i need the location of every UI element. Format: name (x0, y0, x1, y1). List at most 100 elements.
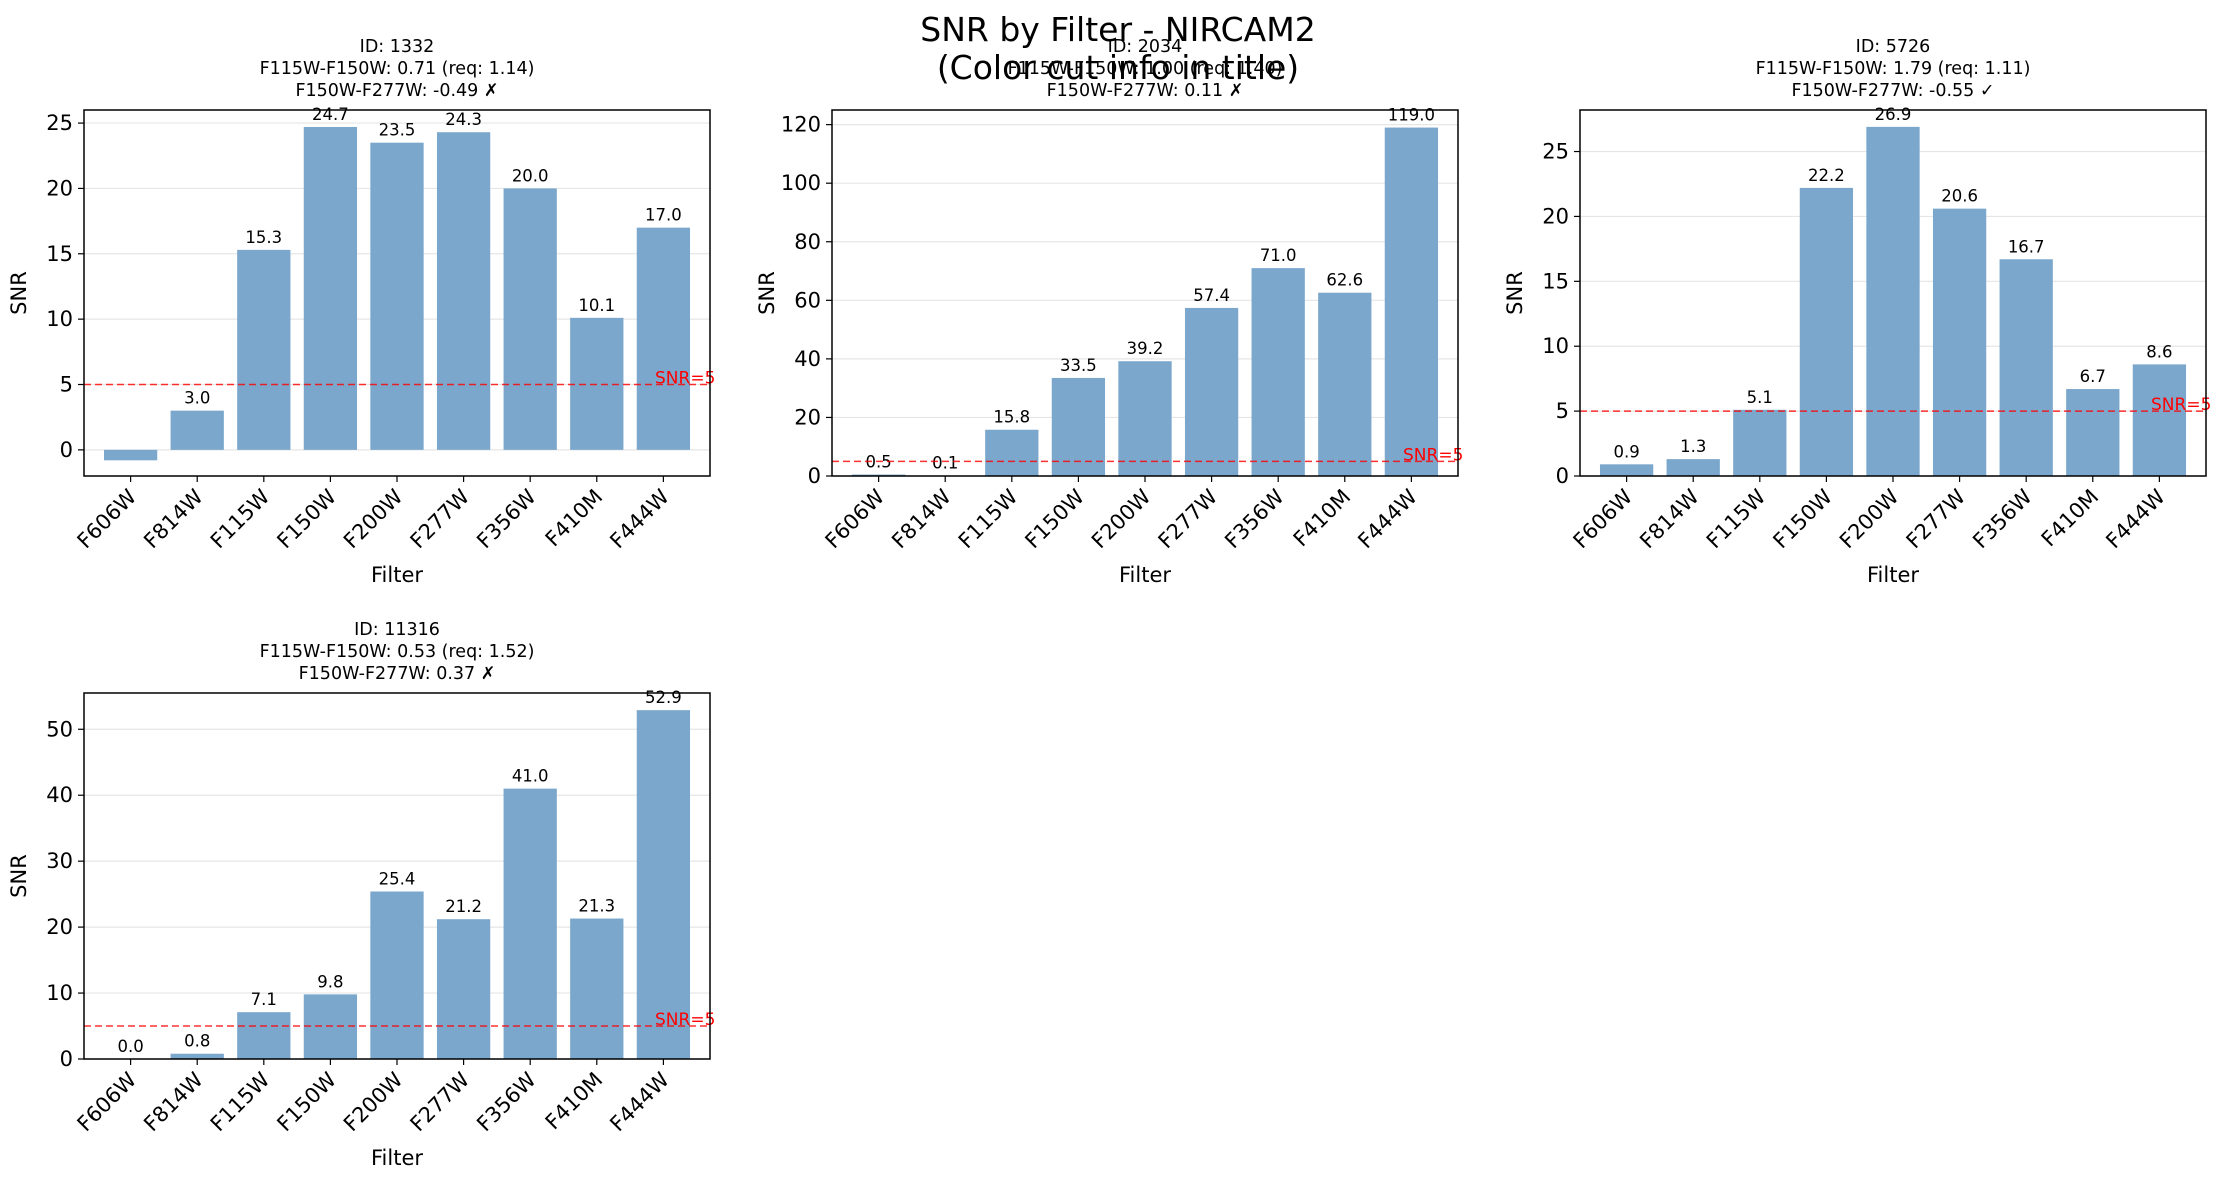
bar-value-label: 20.6 (1941, 187, 1978, 206)
x-tick-label: F150W (272, 484, 341, 553)
y-tick-label: 10 (46, 307, 73, 331)
y-tick-label: 20 (1542, 204, 1569, 228)
bar (1666, 459, 1720, 476)
x-axis-label: Filter (371, 1146, 423, 1170)
snr-threshold-label: SNR=5 (655, 1010, 715, 1030)
x-tick-label: F150W (1768, 484, 1837, 553)
panel-title-line: ID: 11316 (354, 620, 440, 640)
bar-value-label: 119.0 (1388, 106, 1435, 125)
x-tick-label: F814W (139, 484, 208, 553)
x-tick-label: F444W (2101, 484, 2170, 553)
figure-suptitle-line2: (Color cut info in title) (937, 48, 1299, 87)
y-tick-label: 60 (794, 288, 821, 312)
bar (1318, 292, 1372, 476)
bar (1251, 268, 1305, 476)
y-tick-label: 10 (1542, 334, 1569, 358)
bar-value-label: 62.6 (1326, 271, 1363, 290)
bar (170, 1053, 224, 1059)
y-tick-label: 80 (794, 230, 821, 254)
x-tick-label: F200W (1087, 484, 1156, 553)
bar-value-label: 33.5 (1060, 356, 1097, 375)
panel-title-line: F150W-F277W: -0.55 ✓ (1791, 81, 1994, 101)
x-tick-label: F200W (339, 1067, 408, 1136)
x-axis-label: Filter (1867, 563, 1919, 587)
bar-value-label: 57.4 (1193, 286, 1230, 305)
x-tick-label: F410M (2037, 485, 2104, 552)
y-tick-label: 0 (1556, 464, 1569, 488)
x-tick-label: F277W (1154, 484, 1223, 553)
x-tick-label: F115W (1702, 484, 1771, 553)
bar-value-label: 15.8 (993, 408, 1030, 427)
bar-value-label: 6.7 (2080, 367, 2106, 386)
bar-value-label: 24.7 (312, 105, 349, 124)
panel-title-line: F150W-F277W: -0.49 ✗ (295, 81, 498, 101)
x-tick-label: F606W (73, 484, 142, 553)
bar-value-label: 0.1 (932, 454, 958, 473)
bar-value-label: 25.4 (379, 869, 416, 888)
y-tick-label: 20 (46, 915, 73, 939)
bar-value-label: 20.0 (512, 166, 549, 185)
bar (103, 449, 158, 461)
bar-value-label: 10.1 (578, 296, 615, 315)
bar-value-label: 5.1 (1747, 388, 1773, 407)
x-tick-label: F277W (406, 484, 475, 553)
bar (636, 710, 691, 1059)
x-tick-label: F444W (1353, 484, 1422, 553)
bar (636, 227, 691, 450)
x-tick-label: F606W (1569, 484, 1638, 553)
snr-threshold-label: SNR=5 (655, 369, 715, 389)
x-axis-label: Filter (371, 563, 423, 587)
x-tick-label: F814W (887, 484, 956, 553)
panel-title-line: F115W-F150W: 0.53 (req: 1.52) (260, 642, 535, 662)
bar (1599, 464, 1654, 476)
bar-value-label: 8.6 (2146, 342, 2172, 361)
bar (1051, 377, 1106, 476)
snr-threshold-label: SNR=5 (2151, 395, 2211, 415)
y-tick-label: 0 (60, 438, 73, 462)
bar-value-label: 1.3 (1680, 437, 1706, 456)
y-tick-label: 0 (808, 464, 821, 488)
x-tick-label: F115W (206, 1067, 275, 1136)
y-tick-label: 10 (46, 981, 73, 1005)
bar (503, 188, 557, 450)
bar (370, 891, 424, 1059)
bar-value-label: 21.3 (578, 897, 615, 916)
y-tick-label: 5 (60, 373, 73, 397)
bar-value-label: 3.0 (184, 389, 210, 408)
y-tick-label: 25 (46, 111, 73, 135)
y-axis-label: SNR (1503, 271, 1527, 315)
y-tick-label: 20 (794, 405, 821, 429)
y-tick-label: 40 (794, 347, 821, 371)
bar (1799, 187, 1854, 476)
figure-suptitle-line1: SNR by Filter - NIRCAM2 (920, 10, 1315, 49)
y-tick-label: 100 (781, 171, 821, 195)
x-axis-label: Filter (1119, 563, 1171, 587)
x-tick-label: F356W (472, 1067, 541, 1136)
bar (1999, 259, 2053, 476)
bar (170, 410, 224, 450)
y-tick-label: 120 (781, 113, 821, 137)
panel-title-line: F115W-F150W: 1.79 (req: 1.11) (1756, 59, 2031, 79)
x-tick-label: F200W (1835, 484, 1904, 553)
x-tick-label: F606W (821, 484, 890, 553)
x-tick-label: F150W (272, 1067, 341, 1136)
x-tick-label: F444W (605, 1067, 674, 1136)
y-tick-label: 25 (1542, 140, 1569, 164)
bar-value-label: 0.9 (1613, 442, 1639, 461)
x-tick-label: F444W (605, 484, 674, 553)
x-tick-label: F814W (1635, 484, 1704, 553)
bar-value-label: 9.8 (317, 972, 343, 991)
x-tick-label: F277W (406, 1067, 475, 1136)
bar (2132, 364, 2187, 476)
bar-value-label: 26.9 (1875, 105, 1912, 124)
panel-title-line: ID: 5726 (1856, 37, 1931, 57)
x-tick-label: F115W (954, 484, 1023, 553)
bar-value-label: 17.0 (645, 206, 682, 225)
x-tick-label: F277W (1902, 484, 1971, 553)
y-tick-label: 15 (1542, 269, 1569, 293)
bar (237, 1012, 291, 1059)
x-tick-label: F410M (1289, 485, 1356, 552)
